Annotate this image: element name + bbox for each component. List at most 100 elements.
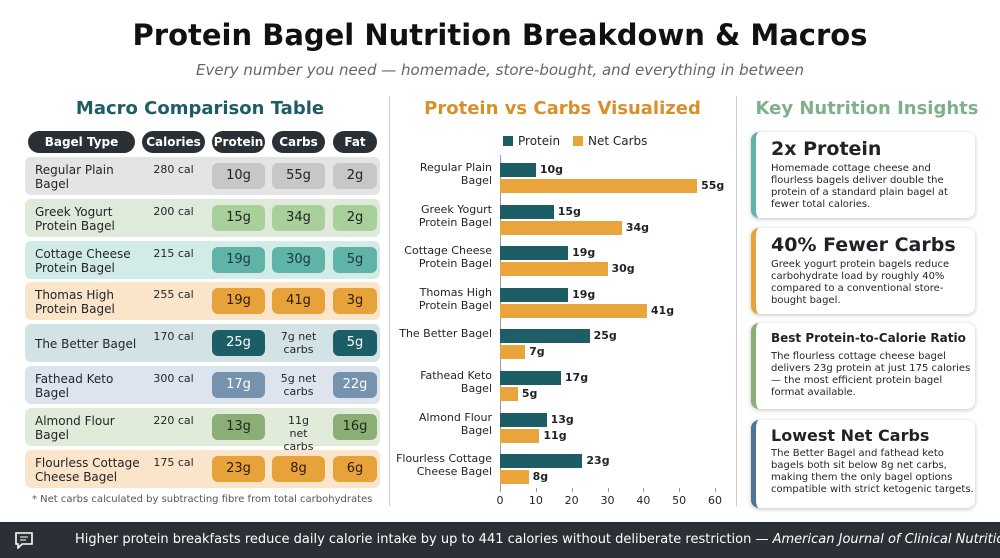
insight-card: 2x Protein Homemade cottage cheese and fl… bbox=[751, 132, 975, 218]
value-label: 30g bbox=[611, 262, 635, 276]
value-label: 55g bbox=[701, 179, 725, 192]
bagel-name: Almond Flour Bagel bbox=[35, 413, 115, 442]
category-label: Fathead Keto Bagel bbox=[420, 369, 492, 395]
table-row bbox=[25, 324, 380, 363]
tick-mark bbox=[571, 488, 573, 492]
insights-heading: Key Nutrition Insights bbox=[755, 98, 979, 119]
bagel-name: Greek Yogurt Protein Bagel bbox=[35, 204, 115, 233]
bar bbox=[500, 179, 698, 193]
bagel-name: Fathead Keto Bagel bbox=[35, 372, 114, 400]
category-label: Greek Yogurt Protein Bagel bbox=[418, 202, 492, 229]
value-label: 19g bbox=[572, 287, 596, 301]
value-label: 5g bbox=[521, 387, 538, 400]
insight-text: The Better Bagel and fathead keto bagels… bbox=[771, 448, 974, 495]
category-label: Regular Plain Bagel bbox=[419, 161, 492, 187]
tick-mark bbox=[607, 488, 609, 492]
value-label: 11g bbox=[543, 428, 567, 442]
insight-title: Best Protein-to-Calorie Ratio bbox=[771, 331, 966, 345]
table-cell: 19g bbox=[212, 288, 265, 315]
footer-text: Higher protein breakfasts reduce daily c… bbox=[75, 532, 773, 547]
x-tick-label: 40 bbox=[636, 494, 651, 507]
bagel-name: The Better Bagel bbox=[35, 337, 137, 352]
table-cell: 200 cal bbox=[153, 204, 194, 218]
table-cell: 215 cal bbox=[153, 246, 194, 260]
tick-mark bbox=[500, 488, 501, 492]
table-cell: 6g bbox=[333, 455, 377, 482]
insight-text: The flourless cottage cheese bagel deliv… bbox=[771, 351, 971, 398]
bar bbox=[500, 371, 561, 385]
table-cell: 34g bbox=[272, 204, 325, 231]
legend-label: Protein bbox=[518, 134, 561, 148]
table-cell: 13g bbox=[212, 413, 265, 440]
value-label: 41g bbox=[650, 303, 675, 317]
insight-text: Homemade cottage cheese and flourless ba… bbox=[771, 163, 948, 210]
value-label: 17g bbox=[564, 371, 589, 384]
bar bbox=[500, 470, 529, 485]
bar bbox=[500, 220, 622, 235]
value-label: 19g bbox=[572, 246, 596, 260]
footnote: * Net carbs calculated by subtracting fi… bbox=[32, 494, 373, 505]
value-label: 7g bbox=[529, 345, 545, 359]
table-cell: 19g bbox=[212, 246, 265, 273]
footer-bar: Higher protein breakfasts reduce daily c… bbox=[0, 522, 1000, 558]
table-cell: 41g bbox=[272, 288, 325, 315]
table-cell: 16g bbox=[333, 413, 377, 440]
bar bbox=[500, 262, 608, 277]
bagel-name: Regular Plain Bagel bbox=[35, 163, 114, 191]
quote-icon bbox=[15, 532, 33, 549]
bar bbox=[500, 204, 554, 219]
bagel-name: Thomas High Protein Bagel bbox=[35, 288, 115, 317]
category-label: Almond Flour Bagel bbox=[418, 410, 492, 437]
insight-title: 40% Fewer Carbs bbox=[771, 234, 956, 256]
axis-line bbox=[500, 155, 501, 488]
table-cell: 5g bbox=[333, 246, 377, 273]
legend-swatch bbox=[503, 136, 513, 146]
value-label: 13g bbox=[550, 412, 574, 426]
table-row bbox=[25, 407, 380, 446]
bar bbox=[500, 412, 547, 427]
bar bbox=[500, 454, 583, 469]
insight-card: Lowest Net Carbs The Better Bagel and fat… bbox=[751, 420, 975, 508]
x-tick-label: 0 bbox=[496, 494, 504, 507]
legend-label: Net Carbs bbox=[588, 134, 648, 148]
table-cell: 220 cal bbox=[153, 413, 194, 427]
bar bbox=[500, 329, 590, 344]
table-row bbox=[25, 366, 380, 404]
value-label: 23g bbox=[586, 454, 610, 468]
table-cell: 7g net carbs bbox=[280, 330, 317, 357]
category-label: The Better Bagel bbox=[399, 327, 492, 341]
x-tick-label: 20 bbox=[564, 494, 579, 507]
table-cell: 3g bbox=[333, 288, 377, 315]
x-tick-label: 30 bbox=[600, 494, 615, 507]
table-cell: 170 cal bbox=[153, 330, 194, 344]
table-cell: 17g bbox=[212, 372, 265, 398]
bar bbox=[500, 428, 540, 443]
table-cell: 2g bbox=[333, 163, 377, 189]
tick-mark bbox=[679, 488, 681, 492]
table-cell: 25g bbox=[212, 330, 265, 357]
table-cell: 11g net carbs bbox=[283, 413, 314, 453]
table-cell: 15g bbox=[212, 204, 265, 231]
category-label: Flourless Cottage Cheese Bagel bbox=[396, 452, 492, 479]
column-header: Carbs bbox=[272, 131, 325, 153]
insight-card: Best Protein-to-Calorie Ratio The flourle… bbox=[751, 323, 975, 409]
divider bbox=[736, 96, 737, 506]
table-cell: 2g bbox=[333, 204, 377, 231]
table-cell: 300 cal bbox=[153, 372, 194, 385]
table-cell: 5g net carbs bbox=[280, 372, 317, 398]
x-tick-label: 60 bbox=[708, 494, 722, 507]
bar bbox=[500, 345, 526, 360]
table-cell: 175 cal bbox=[153, 455, 194, 469]
column-header: Fat bbox=[333, 131, 377, 153]
insight-title: 2x Protein bbox=[771, 138, 882, 160]
bar bbox=[500, 387, 518, 401]
insight-card: 40% Fewer Carbs Greek yogurt protein bage… bbox=[751, 228, 975, 314]
tick-mark bbox=[643, 488, 645, 492]
table-cell: 255 cal bbox=[153, 288, 194, 302]
table-cell: 55g bbox=[272, 163, 325, 189]
title: Protein Bagel Nutrition Breakdown & Macr… bbox=[132, 18, 868, 52]
table-cell: 280 cal bbox=[153, 163, 194, 176]
value-label: 34g bbox=[625, 220, 650, 234]
tick-mark bbox=[715, 488, 716, 492]
